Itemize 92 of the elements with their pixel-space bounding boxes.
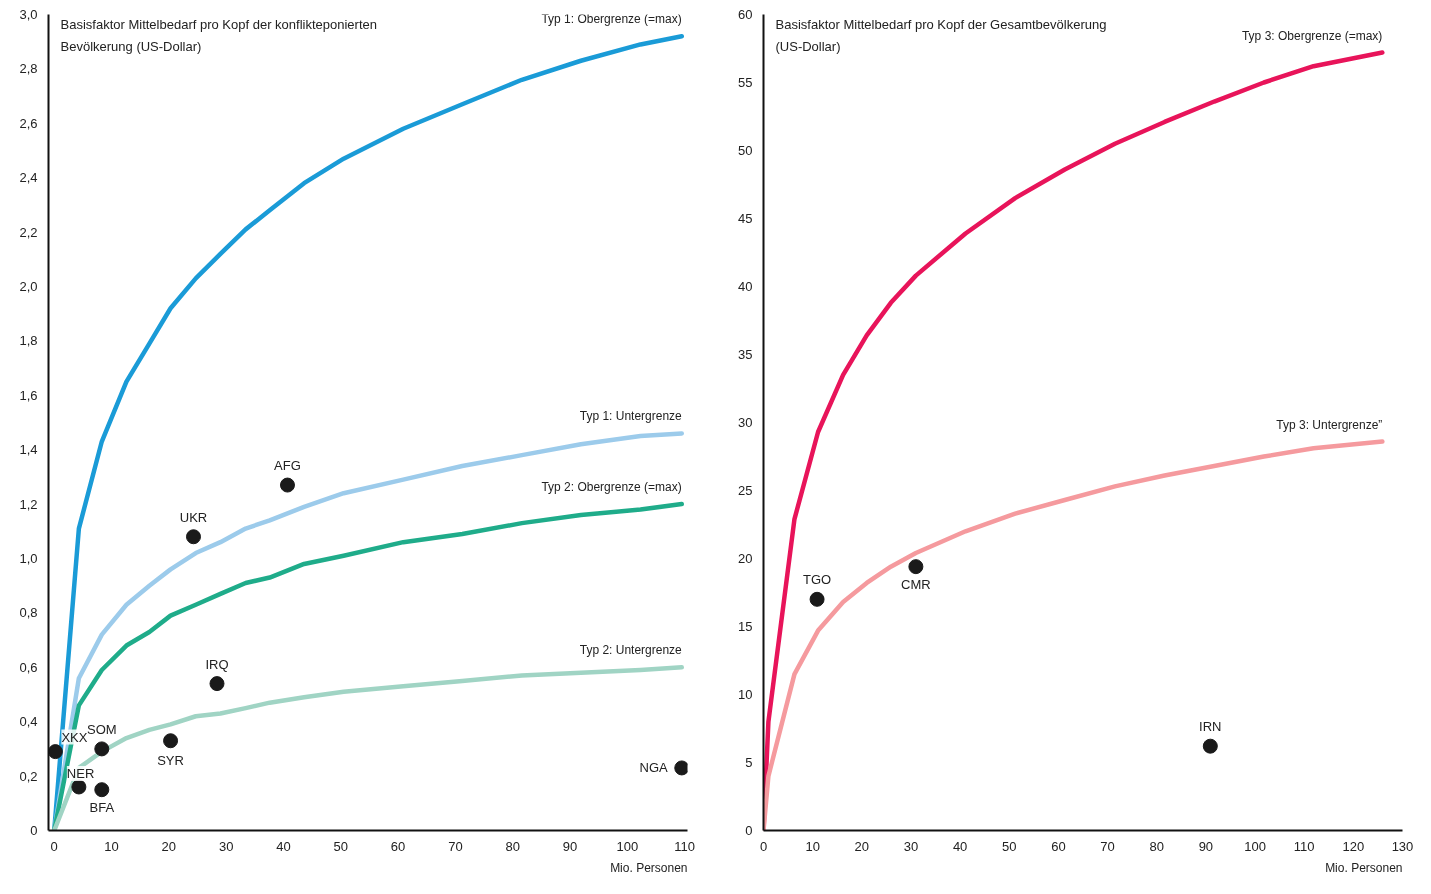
line-series	[763, 439, 1385, 831]
x-tick-label: 60	[390, 838, 406, 854]
series-label: UKR	[179, 509, 208, 525]
x-tick-label: 50	[1002, 838, 1017, 854]
point	[209, 676, 225, 692]
y-tick-label: 1,4	[19, 442, 38, 458]
y-tick-label: 0,2	[19, 768, 38, 784]
point	[71, 779, 87, 795]
x-tick-label: 40	[276, 838, 291, 854]
y-tick-label: 0,8	[19, 605, 38, 621]
x-tick-label: 30	[218, 838, 234, 854]
point	[94, 741, 110, 757]
point	[674, 760, 688, 776]
series-label: AFG	[274, 458, 301, 474]
x-tick-label: 100	[616, 838, 639, 854]
x-tick-label: 130	[1391, 838, 1414, 854]
series-label: IRN	[1199, 719, 1222, 735]
y-tick-label: 2,8	[19, 61, 38, 77]
point	[908, 559, 924, 575]
series-label: SOM	[86, 721, 117, 737]
line-series	[51, 501, 685, 831]
x-tick-label: 10	[805, 838, 820, 854]
y-tick-label: 5	[745, 755, 753, 770]
y-tick-label: 2,6	[19, 115, 38, 131]
x-tick-label: 50	[333, 838, 349, 854]
x-axis-title: Mio. Personen	[1325, 860, 1403, 875]
series-label: NGA	[639, 760, 669, 776]
y-tick-label: 0	[745, 823, 753, 838]
x-tick-label: 100	[1244, 838, 1266, 854]
x-tick-label: 40	[952, 838, 968, 854]
x-axis-title: Mio. Personen	[610, 860, 688, 875]
y-tick-label: 45	[738, 211, 753, 226]
y-tick-label: 35	[738, 347, 753, 362]
y-tick-label: 0,4	[19, 714, 38, 730]
series-label: Typ 1: Untergrenze	[579, 409, 683, 424]
y-tick-label: 2,0	[19, 279, 38, 294]
x-tick-label: 110	[674, 838, 696, 854]
series-label: Typ 1: Obergrenze (=max)	[541, 12, 682, 27]
x-tick-label: 10	[104, 838, 119, 854]
y-tick-label: 0,6	[19, 659, 38, 675]
x-tick-label: 0	[759, 838, 768, 854]
point	[279, 477, 295, 493]
x-tick-label: 120	[1342, 838, 1365, 854]
x-tick-label: 20	[854, 838, 870, 854]
y-tick-label: 25	[738, 483, 753, 498]
x-tick-label: 70	[448, 838, 463, 854]
y-tick-label: 30	[738, 415, 753, 430]
series-label: Typ 2: Untergrenze	[579, 643, 683, 658]
y-tick-label: 20	[738, 551, 753, 566]
point	[94, 782, 110, 798]
y-tick-label: 40	[738, 279, 753, 294]
x-tick-label: 30	[903, 838, 919, 854]
series-label: Typ 2: Obergrenze (=max)	[541, 480, 682, 495]
y-tick-label: 55	[738, 75, 753, 90]
series-label: NER	[66, 765, 95, 781]
x-tick-label: 80	[505, 838, 520, 854]
y-tick-label: 10	[738, 687, 753, 702]
series-label: Typ 3: Untergrenze”	[1276, 417, 1383, 432]
y-tick-label: 1,8	[19, 333, 38, 349]
point	[163, 733, 179, 749]
series-label: BFA	[89, 799, 115, 815]
x-tick-label: 90	[1198, 838, 1214, 854]
point	[809, 591, 825, 607]
x-tick-label: 60	[1051, 838, 1066, 854]
series-label: TGO	[803, 572, 832, 588]
point	[48, 744, 63, 760]
series-label: CMR	[901, 576, 931, 592]
y-axis-title: Basisfaktor Mittelbedarf pro Kopf der Gesamtbevölkerung (US-Dollar)	[775, 16, 1107, 54]
x-tick-label: 20	[161, 838, 177, 854]
line-series	[51, 431, 685, 831]
y-tick-label: 15	[738, 619, 753, 634]
point	[185, 529, 201, 545]
y-tick-label: 0	[30, 823, 38, 838]
series-label: IRQ	[205, 656, 229, 672]
y-tick-label: 3,0	[19, 7, 38, 22]
point	[1202, 738, 1218, 754]
series-label: XKX	[61, 729, 88, 745]
x-tick-label: 90	[562, 838, 578, 854]
y-tick-label: 1,2	[19, 496, 38, 512]
x-tick-label: 70	[1100, 838, 1115, 854]
y-tick-label: 60	[738, 7, 753, 22]
x-tick-label: 110	[1293, 838, 1315, 854]
series-label: Typ 3: Obergrenze (=max)	[1241, 28, 1383, 43]
x-tick-label: 80	[1149, 838, 1164, 854]
x-tick-label: 0	[50, 838, 58, 854]
y-axis-title: Basisfaktor Mittelbedarf pro Kopf der konflikteponierten Bevölkerung (US-Dollar)	[60, 16, 378, 54]
y-tick-label: 1,6	[19, 387, 38, 403]
y-tick-label: 50	[738, 143, 753, 158]
y-tick-label: 1,0	[19, 551, 38, 566]
y-tick-label: 2,4	[19, 170, 38, 186]
series-label: SYR	[157, 752, 184, 768]
y-tick-label: 2,2	[19, 224, 38, 240]
